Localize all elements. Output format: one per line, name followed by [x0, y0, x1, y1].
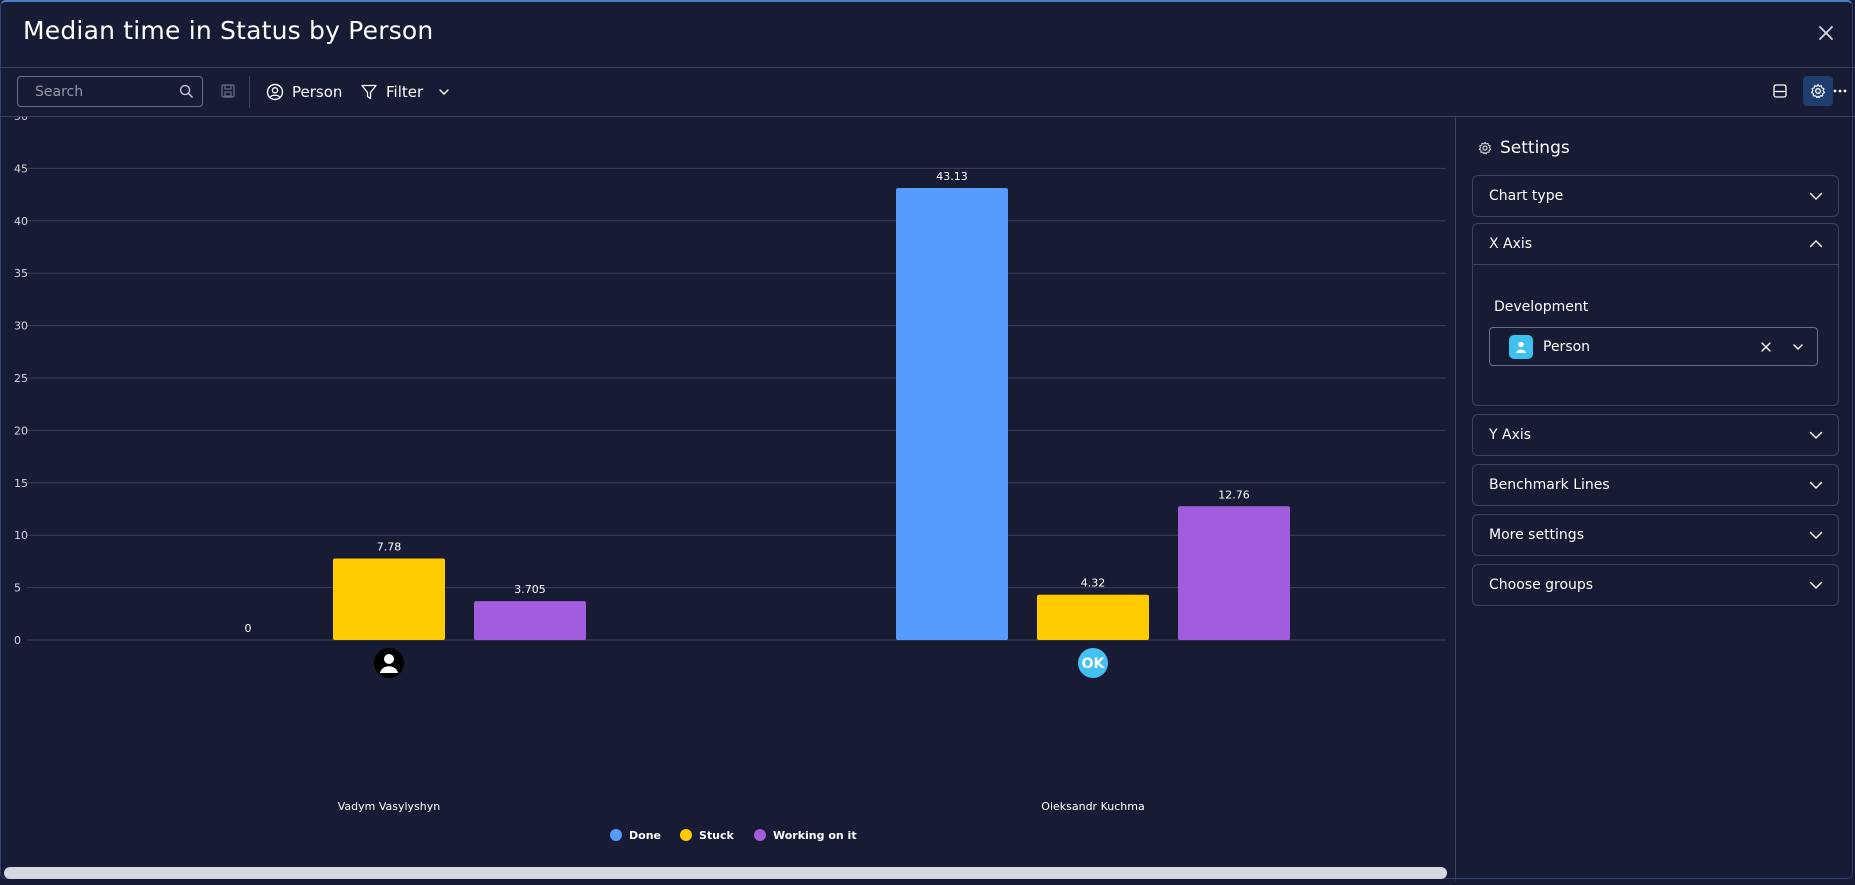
chevron-down-icon [1809, 431, 1823, 440]
toolbar-separator [249, 76, 250, 108]
bar-chart: 0 5 10 15 20 25 30 35 40 45 50 0 7.78 3.705 43.13 4.32… [14, 110, 1446, 842]
clear-selection-button[interactable] [1755, 336, 1777, 358]
bar-value-label: 43.13 [936, 170, 968, 183]
y-tick-label: 5 [14, 582, 21, 595]
x-category-label: Oleksandr Kuchma [1041, 800, 1144, 813]
search-box[interactable] [17, 76, 203, 107]
x-axis-column-value: Person [1543, 338, 1591, 355]
bar [1178, 506, 1290, 640]
bar [333, 558, 445, 640]
legend-label: Stuck [699, 829, 735, 842]
x-axis-board-label: Development [1494, 299, 1589, 315]
settings-title: Settings [1500, 138, 1570, 158]
bar [896, 187, 1008, 640]
person-circle-icon [266, 83, 284, 101]
gear-icon [1478, 141, 1492, 155]
more-options-button[interactable] [1825, 76, 1855, 106]
chevron-down-icon [1809, 581, 1823, 590]
accordion-benchmark-lines: Benchmark Lines [1472, 464, 1839, 506]
chevron-down-icon[interactable] [437, 85, 451, 99]
bar [1037, 594, 1149, 640]
open-dropdown-button[interactable] [1787, 336, 1809, 358]
layout-icon [1773, 84, 1787, 98]
accordion-label: Choose groups [1489, 577, 1594, 593]
y-tick-label: 20 [14, 424, 28, 437]
accordion-header-y-axis[interactable]: Y Axis [1473, 415, 1838, 455]
filter-button[interactable]: Filter [360, 78, 451, 106]
settings-toggle-button[interactable] [1803, 76, 1833, 106]
filter-icon [361, 84, 377, 100]
search-icon [179, 84, 193, 98]
y-tick-label: 0 [14, 634, 21, 647]
y-tick-label: 30 [14, 320, 28, 333]
chevron-down-icon [1809, 481, 1823, 490]
accordion-body-x-axis: Development Person [1473, 264, 1838, 405]
x-category-label: Vadym Vasylyshyn [338, 800, 441, 813]
legend-label: Working on it [773, 829, 857, 842]
accordion-header-benchmark-lines[interactable]: Benchmark Lines [1473, 465, 1838, 505]
accordion-header-choose-groups[interactable]: Choose groups [1473, 565, 1838, 605]
accordion-y-axis: Y Axis [1472, 414, 1839, 456]
bar [474, 601, 586, 640]
accordion-more-settings: More settings [1472, 514, 1839, 556]
accordion-header-chart-type[interactable]: Chart type [1473, 176, 1838, 216]
avatar-body [380, 666, 398, 673]
accordion-choose-groups: Choose groups [1472, 564, 1839, 606]
accordion-chart-type: Chart type [1472, 175, 1839, 217]
accordion-label: Chart type [1489, 188, 1564, 204]
people-column-icon [1509, 334, 1533, 359]
person-filter-label: Person [292, 83, 343, 101]
y-tick-label: 25 [14, 372, 28, 385]
close-icon [1819, 26, 1833, 40]
y-tick-label: 35 [14, 267, 28, 280]
accordion-label: Y Axis [1489, 427, 1532, 443]
close-button[interactable] [1813, 20, 1839, 46]
chart-area: 0 5 10 15 20 25 30 35 40 45 50 0 7.78 3.705 43.13 4.32… [0, 110, 1455, 881]
save-icon[interactable] [220, 83, 236, 99]
page-title: Median time in Status by Person [23, 16, 434, 45]
bar-value-label: 12.76 [1218, 488, 1250, 501]
chevron-down-icon [1809, 531, 1823, 540]
close-icon [1761, 341, 1771, 352]
accordion-label: X Axis [1489, 236, 1533, 252]
bar-value-label: 3.705 [514, 583, 546, 596]
legend-swatch [754, 829, 766, 841]
settings-panel: Settings Chart type X Axis Development P… [1456, 117, 1855, 881]
more-dots-icon [1833, 89, 1847, 93]
filter-label: Filter [386, 83, 424, 101]
accordion-x-axis: X Axis Development Person [1472, 223, 1839, 406]
settings-header: Settings [1478, 138, 1570, 158]
bar-value-label: 0 [245, 622, 252, 635]
chevron-down-icon [1793, 343, 1803, 350]
header-divider [0, 67, 1855, 68]
avatar [1078, 648, 1108, 678]
legend-swatch [610, 829, 622, 841]
layout-toggle-button[interactable] [1765, 76, 1795, 106]
gear-icon [1810, 83, 1826, 99]
legend-swatch [680, 829, 692, 841]
avatar-head [384, 654, 394, 664]
y-tick-label: 50 [14, 117, 28, 123]
person-filter-button[interactable]: Person [266, 78, 342, 106]
y-tick-label: 10 [14, 529, 28, 542]
x-axis-column-select[interactable]: Person [1489, 327, 1818, 366]
y-tick-label: 15 [14, 477, 28, 490]
search-input[interactable] [33, 83, 177, 101]
chevron-up-icon [1809, 239, 1823, 248]
horizontal-scrollbar[interactable] [4, 867, 1447, 879]
accordion-header-more-settings[interactable]: More settings [1473, 515, 1838, 555]
bar-value-label: 4.32 [1081, 577, 1106, 590]
accordion-header-x-axis[interactable]: X Axis [1473, 224, 1838, 264]
toolbar: Person Filter [0, 68, 1855, 116]
avatar-initials: OK [1082, 656, 1106, 672]
bar-value-label: 7.78 [377, 540, 402, 553]
accordion-label: Benchmark Lines [1489, 477, 1610, 493]
chevron-down-icon [1809, 192, 1823, 201]
accordion-label: More settings [1489, 527, 1584, 543]
y-tick-label: 40 [14, 215, 28, 228]
y-tick-label: 45 [14, 162, 28, 175]
legend-label: Done [629, 829, 661, 842]
panel-splitter [1455, 117, 1456, 881]
